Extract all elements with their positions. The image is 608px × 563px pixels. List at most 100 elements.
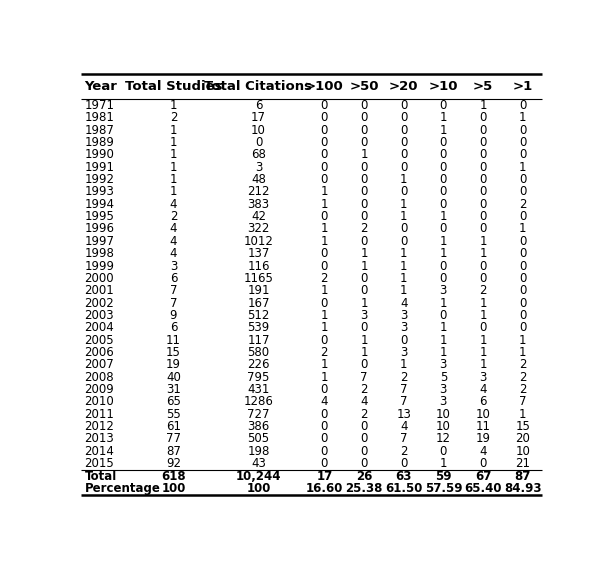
Text: 0: 0 bbox=[479, 198, 486, 211]
Text: 7: 7 bbox=[400, 395, 407, 408]
Text: >20: >20 bbox=[389, 80, 418, 93]
Text: 0: 0 bbox=[361, 284, 368, 297]
Text: 1: 1 bbox=[170, 124, 178, 137]
Text: 0: 0 bbox=[361, 457, 368, 470]
Text: 1165: 1165 bbox=[244, 272, 274, 285]
Text: 1994: 1994 bbox=[85, 198, 114, 211]
Text: 0: 0 bbox=[320, 445, 328, 458]
Text: 0: 0 bbox=[361, 272, 368, 285]
Text: 63: 63 bbox=[395, 470, 412, 482]
Text: 2010: 2010 bbox=[85, 395, 114, 408]
Text: 0: 0 bbox=[320, 334, 328, 347]
Text: 1: 1 bbox=[400, 284, 407, 297]
Text: 10,244: 10,244 bbox=[236, 470, 282, 482]
Text: 1: 1 bbox=[440, 457, 447, 470]
Text: 0: 0 bbox=[440, 160, 447, 174]
Text: Total: Total bbox=[85, 470, 117, 482]
Text: 0: 0 bbox=[400, 457, 407, 470]
Text: 48: 48 bbox=[251, 173, 266, 186]
Text: 1012: 1012 bbox=[244, 235, 274, 248]
Text: 322: 322 bbox=[247, 222, 270, 235]
Text: 11: 11 bbox=[475, 420, 491, 433]
Text: 1: 1 bbox=[479, 247, 487, 260]
Text: 0: 0 bbox=[361, 321, 368, 334]
Text: 0: 0 bbox=[479, 136, 486, 149]
Text: 1: 1 bbox=[361, 247, 368, 260]
Text: 1: 1 bbox=[440, 124, 447, 137]
Text: 4: 4 bbox=[400, 420, 407, 433]
Text: 7: 7 bbox=[400, 432, 407, 445]
Text: 1987: 1987 bbox=[85, 124, 114, 137]
Text: 17: 17 bbox=[251, 111, 266, 124]
Text: 2: 2 bbox=[519, 198, 527, 211]
Text: 1: 1 bbox=[400, 260, 407, 272]
Text: 1: 1 bbox=[479, 235, 487, 248]
Text: 0: 0 bbox=[400, 334, 407, 347]
Text: 0: 0 bbox=[440, 149, 447, 162]
Text: 3: 3 bbox=[170, 260, 177, 272]
Text: 13: 13 bbox=[396, 408, 411, 421]
Text: 3: 3 bbox=[440, 383, 447, 396]
Text: 4: 4 bbox=[170, 235, 178, 248]
Text: >50: >50 bbox=[349, 80, 379, 93]
Text: 2: 2 bbox=[361, 222, 368, 235]
Text: 580: 580 bbox=[247, 346, 269, 359]
Text: 0: 0 bbox=[519, 321, 527, 334]
Text: 2008: 2008 bbox=[85, 370, 114, 384]
Text: 55: 55 bbox=[166, 408, 181, 421]
Text: 0: 0 bbox=[361, 445, 368, 458]
Text: 0: 0 bbox=[400, 160, 407, 174]
Text: 87: 87 bbox=[514, 470, 531, 482]
Text: 2014: 2014 bbox=[85, 445, 114, 458]
Text: 21: 21 bbox=[515, 457, 530, 470]
Text: 727: 727 bbox=[247, 408, 270, 421]
Text: 0: 0 bbox=[519, 185, 527, 198]
Text: 539: 539 bbox=[247, 321, 269, 334]
Text: 198: 198 bbox=[247, 445, 270, 458]
Text: 2000: 2000 bbox=[85, 272, 114, 285]
Text: 2: 2 bbox=[479, 284, 487, 297]
Text: 0: 0 bbox=[361, 173, 368, 186]
Text: 618: 618 bbox=[161, 470, 186, 482]
Text: 1: 1 bbox=[320, 284, 328, 297]
Text: 1: 1 bbox=[479, 334, 487, 347]
Text: 1: 1 bbox=[170, 149, 178, 162]
Text: 67: 67 bbox=[475, 470, 491, 482]
Text: 0: 0 bbox=[479, 210, 486, 223]
Text: 0: 0 bbox=[519, 272, 527, 285]
Text: 4: 4 bbox=[170, 198, 178, 211]
Text: 1: 1 bbox=[400, 173, 407, 186]
Text: 4: 4 bbox=[170, 222, 178, 235]
Text: 0: 0 bbox=[400, 222, 407, 235]
Text: 0: 0 bbox=[519, 260, 527, 272]
Text: 2: 2 bbox=[361, 383, 368, 396]
Text: 505: 505 bbox=[247, 432, 269, 445]
Text: >1: >1 bbox=[513, 80, 533, 93]
Text: 10: 10 bbox=[436, 420, 451, 433]
Text: 0: 0 bbox=[320, 420, 328, 433]
Text: 1: 1 bbox=[440, 247, 447, 260]
Text: 10: 10 bbox=[515, 445, 530, 458]
Text: 0: 0 bbox=[440, 136, 447, 149]
Text: 92: 92 bbox=[166, 457, 181, 470]
Text: 2015: 2015 bbox=[85, 457, 114, 470]
Text: 0: 0 bbox=[440, 260, 447, 272]
Text: 1995: 1995 bbox=[85, 210, 114, 223]
Text: 0: 0 bbox=[320, 160, 328, 174]
Text: 19: 19 bbox=[166, 359, 181, 372]
Text: 2: 2 bbox=[519, 359, 527, 372]
Text: 0: 0 bbox=[479, 149, 486, 162]
Text: 1: 1 bbox=[320, 321, 328, 334]
Text: 0: 0 bbox=[320, 210, 328, 223]
Text: 3: 3 bbox=[440, 284, 447, 297]
Text: 7: 7 bbox=[170, 284, 178, 297]
Text: 1: 1 bbox=[440, 346, 447, 359]
Text: 100: 100 bbox=[246, 482, 271, 495]
Text: 0: 0 bbox=[361, 420, 368, 433]
Text: 1: 1 bbox=[479, 297, 487, 310]
Text: 0: 0 bbox=[519, 247, 527, 260]
Text: 1: 1 bbox=[440, 210, 447, 223]
Text: 4: 4 bbox=[320, 395, 328, 408]
Text: 1: 1 bbox=[440, 334, 447, 347]
Text: 0: 0 bbox=[440, 173, 447, 186]
